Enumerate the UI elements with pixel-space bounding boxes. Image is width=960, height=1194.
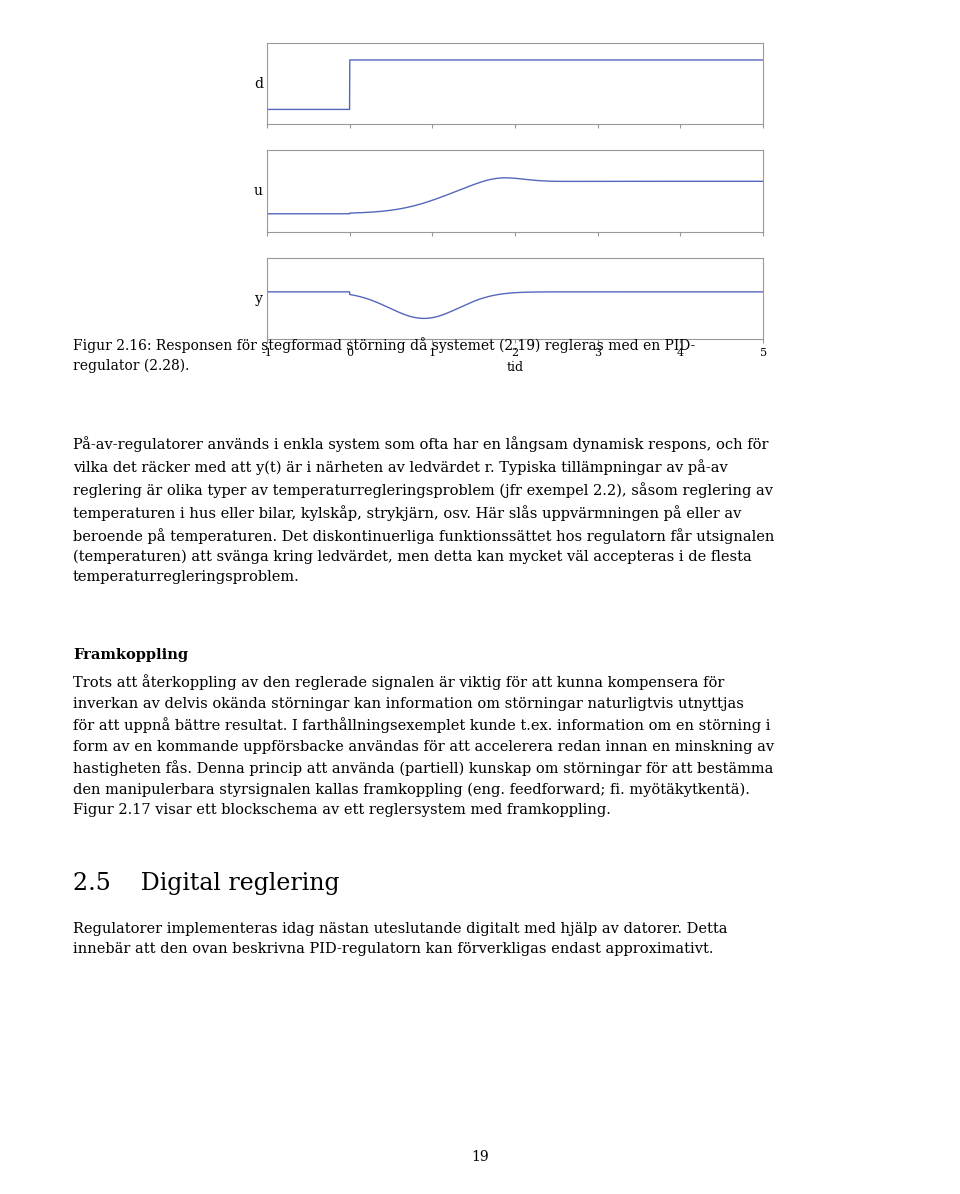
X-axis label: tid: tid [507,361,523,374]
Text: Trots att återkoppling av den reglerade signalen är viktig för att kunna kompens: Trots att återkoppling av den reglerade … [73,675,774,817]
Y-axis label: y: y [254,291,262,306]
Y-axis label: u: u [254,184,263,198]
Text: Figur 2.16: Responsen för stegformad störning då systemet (2.19) regleras med en: Figur 2.16: Responsen för stegformad stö… [73,337,695,374]
Text: På-av-regulatorer används i enkla system som ofta har en långsam dynamisk respon: På-av-regulatorer används i enkla system… [73,436,775,584]
Y-axis label: d: d [254,76,263,91]
Text: 2.5    Digital reglering: 2.5 Digital reglering [73,872,340,894]
Text: Regulatorer implementeras idag nästan uteslutande digitalt med hjälp av datorer.: Regulatorer implementeras idag nästan ut… [73,922,728,956]
Text: Framkoppling: Framkoppling [73,648,188,663]
Text: 19: 19 [471,1150,489,1164]
